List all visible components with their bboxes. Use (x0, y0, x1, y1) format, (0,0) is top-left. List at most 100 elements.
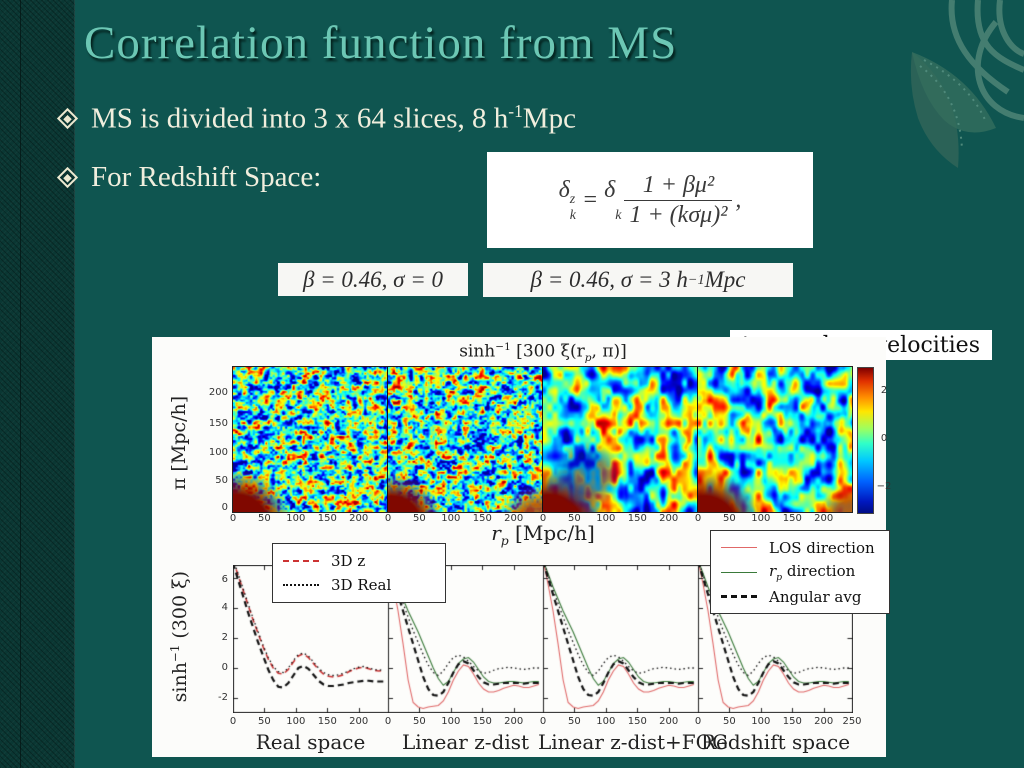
heatmap-canvas-4 (698, 367, 852, 512)
slide-title: Correlation function from MS (84, 17, 678, 69)
tick-label: 4 (221, 602, 228, 613)
bullet-item-1: MS is divided into 3 x 64 slices, 8 h-1M… (56, 101, 576, 136)
tick-label: 150 (317, 716, 337, 727)
heatmap-divider (697, 367, 698, 512)
tick-label: 150 (782, 716, 802, 727)
legend-item: 3D Real (283, 576, 435, 594)
tick-label: 0 (384, 513, 392, 524)
lineplot-y-axis-label: sinh−1 (300 ξ) (167, 571, 192, 703)
tick-label: 0 (539, 513, 547, 524)
heatmap-title: sinh−1 [300 ξ(rp, π)] (459, 341, 627, 365)
red-dashed-line-sample (283, 560, 319, 562)
tick-label: 50 (723, 716, 736, 727)
bullet-item-2: For Redshift Space: (56, 161, 322, 194)
tick-label: 200 (349, 716, 369, 727)
tick-label: 2 (880, 385, 888, 396)
legend-item: LOS direction (721, 539, 879, 557)
param-label-sigma3: β = 0.46, σ = 3 h −1 Mpc (483, 263, 793, 297)
tick-label: 100 (751, 513, 771, 524)
heatmap-canvas-2 (388, 367, 542, 512)
caption-linear-zdist-fog: Linear z-dist+FOG (538, 730, 729, 754)
correlation-figure: sinh−1 [300 ξ(rp, π)] π [Mpc/h] 2 0 −2 200… (152, 337, 891, 757)
param-label-sigma0: β = 0.46, σ = 0 (278, 263, 468, 296)
diamond-bullet-icon (56, 166, 79, 189)
legend-item: rp direction (721, 562, 879, 583)
legend-directions: LOS direction rp direction Angular avg (710, 530, 890, 614)
tick-label: 50 (723, 513, 736, 524)
tick-label: 50 (413, 716, 426, 727)
tick-label: 0 (880, 433, 888, 444)
tick-label: 0 (694, 716, 702, 727)
tick-label: −2 (876, 481, 892, 492)
caption-linear-zdist: Linear z-dist (401, 730, 530, 754)
tick-label: 0 (229, 716, 237, 727)
heatmap-x-axis-label: rp [Mpc/h] (491, 521, 595, 548)
strip-divider-line (20, 0, 21, 768)
tick-label: 50 (568, 513, 581, 524)
caption-real-space: Real space (255, 730, 366, 754)
tick-label: 250 (842, 716, 862, 727)
tick-label: 150 (627, 513, 647, 524)
formula-trailing-comma: , (735, 186, 742, 213)
tick-label: 50 (258, 513, 271, 524)
heatmap-row (232, 366, 853, 513)
tick-label: 200 (659, 716, 679, 727)
tick-label: 0 (229, 513, 237, 524)
tick-label: 0 (221, 502, 228, 513)
tick-label: 150 (472, 716, 492, 727)
tick-label: 100 (286, 513, 306, 524)
black-dotted-line-sample (283, 584, 319, 586)
tick-label: 150 (317, 513, 337, 524)
left-texture-strip (0, 0, 75, 768)
strip-edge-highlight (74, 0, 75, 768)
tick-label: 50 (568, 716, 581, 727)
bullet-2-text: For Redshift Space: (91, 161, 322, 193)
formula-rhs: δ k (604, 177, 622, 223)
heatmap-divider (387, 367, 388, 512)
tick-label: 50 (413, 513, 426, 524)
legend-item: Angular avg (721, 588, 879, 606)
legend-3d: 3D z 3D Real (272, 543, 446, 603)
tick-label: 2 (221, 632, 228, 643)
tick-label: 200 (504, 716, 524, 727)
tick-label: 200 (208, 387, 228, 398)
red-solid-line-sample (721, 547, 757, 548)
tick-label: 200 (814, 716, 834, 727)
tick-label: 0 (221, 662, 228, 673)
tick-label: 200 (814, 513, 834, 524)
tick-label: 200 (504, 513, 524, 524)
bullet-1-text: MS is divided into 3 x 64 slices, 8 h-1M… (91, 101, 576, 135)
fraction-denominator: 1 + (kσμ)² (629, 201, 728, 228)
heatmap-divider (542, 367, 543, 512)
tick-label: 200 (659, 513, 679, 524)
tick-label: 100 (286, 716, 306, 727)
green-solid-line-sample (721, 571, 757, 573)
fraction-numerator: 1 + βμ² (624, 172, 733, 201)
tick-label: 100 (441, 513, 461, 524)
tick-label: 100 (596, 716, 616, 727)
heatmap-y-axis-label: π [Mpc/h] (168, 395, 190, 491)
tick-label: 100 (751, 716, 771, 727)
tick-label: 150 (472, 513, 492, 524)
caption-redshift-space: Redshift space (700, 730, 851, 754)
tick-label: 100 (208, 447, 228, 458)
formula-equals: = (575, 186, 605, 213)
tick-label: 50 (215, 475, 228, 486)
tick-label: -2 (218, 692, 228, 703)
tick-label: 0 (384, 716, 392, 727)
bullet-1-superscript: -1 (508, 101, 523, 121)
tick-label: 6 (221, 574, 228, 585)
formula-fraction: 1 + βμ² 1 + (kσμ)² (624, 172, 733, 229)
tick-label: 100 (596, 513, 616, 524)
fairy-decoration (910, 0, 1024, 168)
heatmap-canvas-3 (543, 367, 697, 512)
heatmap-canvas-1 (233, 367, 387, 512)
diamond-bullet-icon (56, 107, 79, 129)
tick-label: 50 (258, 716, 271, 727)
tick-label: 100 (441, 716, 461, 727)
tick-label: 150 (782, 513, 802, 524)
tick-label: 200 (349, 513, 369, 524)
